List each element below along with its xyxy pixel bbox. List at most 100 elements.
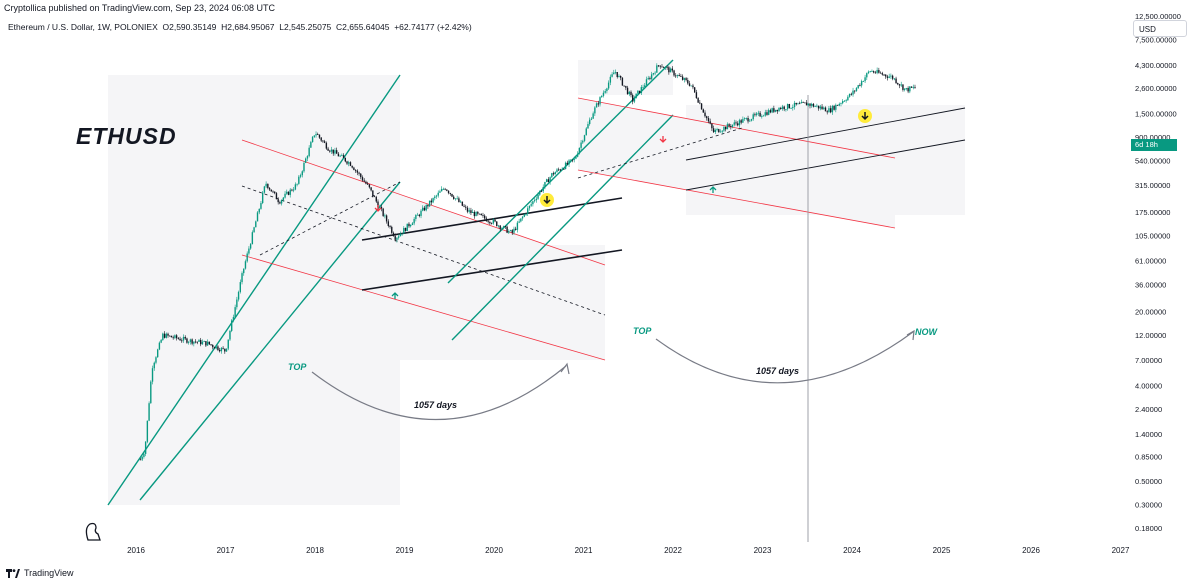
candle <box>521 215 524 221</box>
candle <box>279 200 281 205</box>
candle <box>652 72 655 76</box>
candle <box>167 332 169 338</box>
candle <box>730 124 732 130</box>
candle <box>724 126 727 132</box>
candle <box>792 104 794 111</box>
currency-button[interactable]: USD <box>1133 20 1187 37</box>
price-tick-label: 0.30000 <box>1135 501 1162 510</box>
price-tick-label: 36.00000 <box>1135 281 1166 290</box>
candle <box>506 225 508 234</box>
candle <box>649 76 651 81</box>
candle <box>781 104 784 111</box>
candle <box>840 102 842 107</box>
candle <box>874 70 877 74</box>
candle <box>379 204 381 208</box>
candle <box>644 82 646 90</box>
up-arrow-icon <box>391 292 399 299</box>
candle <box>513 226 515 235</box>
candle <box>482 212 484 218</box>
candle <box>891 74 894 81</box>
time-tick-label: 2021 <box>575 546 593 555</box>
candle <box>375 195 377 204</box>
candle <box>872 70 875 74</box>
candle <box>329 149 331 153</box>
candle <box>301 170 303 178</box>
candle <box>790 107 792 109</box>
candle <box>764 109 766 117</box>
candle <box>860 79 863 88</box>
candle <box>162 332 164 341</box>
candle <box>735 120 737 126</box>
drawn-channels <box>107 59 966 542</box>
annotation-label: NOW <box>915 327 939 337</box>
candle <box>742 116 744 123</box>
time-tick-label: 2020 <box>485 546 503 555</box>
candle <box>740 119 742 125</box>
candle <box>802 101 804 103</box>
candle <box>372 190 374 198</box>
candle <box>139 457 142 461</box>
candle <box>580 140 582 151</box>
candle <box>657 64 660 68</box>
tradingview-logo-icon <box>6 568 20 578</box>
candle <box>663 66 665 68</box>
down-arrow-icon <box>374 205 382 212</box>
candle <box>200 337 202 347</box>
candle <box>673 69 675 77</box>
candle <box>668 65 670 75</box>
time-tick-label: 2025 <box>933 546 951 555</box>
symbol-name[interactable]: Ethereum / U.S. Dollar, 1W, POLONIEX <box>8 22 158 32</box>
candle <box>568 159 570 168</box>
candle <box>828 105 830 113</box>
black-channel-line <box>361 197 623 241</box>
candle <box>545 178 548 183</box>
candle <box>380 204 383 212</box>
candle <box>902 84 904 92</box>
annotation-label: 1057 days <box>756 366 799 376</box>
low-value: 2,545.25075 <box>284 22 332 32</box>
candle <box>767 108 770 116</box>
tradingview-logo[interactable]: TradingView <box>6 568 74 578</box>
candle <box>616 72 618 79</box>
chart-title: ETHUSD <box>76 123 177 149</box>
candle <box>654 71 656 76</box>
dino-icon[interactable] <box>85 522 101 541</box>
candle <box>428 200 431 208</box>
time-tick-label: 2019 <box>396 546 414 555</box>
candle <box>146 420 149 444</box>
candle <box>797 102 799 105</box>
candle <box>833 104 835 111</box>
candle <box>895 76 897 84</box>
candle <box>535 196 538 203</box>
candle <box>232 314 235 323</box>
price-tick-label: 7,500.00000 <box>1135 35 1177 44</box>
candle <box>341 153 343 157</box>
candle <box>153 361 155 371</box>
price-tick-label: 900.00000 <box>1135 133 1170 142</box>
candle <box>181 338 183 343</box>
candle <box>227 339 229 351</box>
candle <box>256 210 259 222</box>
price-tick-label: 1,500.00000 <box>1135 109 1177 118</box>
candle <box>594 106 596 117</box>
candle <box>563 168 565 170</box>
candle <box>604 88 606 94</box>
candle <box>625 85 627 91</box>
candle <box>280 199 283 206</box>
candle <box>587 121 589 129</box>
candle <box>186 337 188 344</box>
time-tick-label: 2026 <box>1022 546 1040 555</box>
candle <box>821 103 823 110</box>
countdown-tag: 6d 18h <box>1131 139 1177 151</box>
candle <box>905 87 908 91</box>
candle <box>893 78 896 81</box>
candle <box>409 224 412 228</box>
annotation-label: 1057 days <box>414 400 457 410</box>
candle <box>196 341 198 345</box>
candle <box>623 85 625 87</box>
candle <box>478 213 481 215</box>
candle <box>361 175 364 182</box>
candle <box>509 229 512 232</box>
candle <box>862 80 865 82</box>
